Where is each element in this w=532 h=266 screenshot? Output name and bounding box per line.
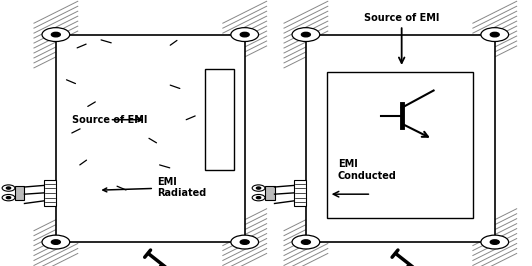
Circle shape <box>302 240 310 244</box>
Text: EMI
Radiated: EMI Radiated <box>103 177 206 198</box>
Bar <box>327 72 473 218</box>
Bar <box>44 180 56 206</box>
Bar <box>15 186 24 200</box>
Bar <box>265 186 275 200</box>
Bar <box>205 69 234 170</box>
Bar <box>34 23 78 46</box>
Bar <box>472 231 517 253</box>
Bar <box>222 23 267 46</box>
Text: Source of EMI: Source of EMI <box>72 115 147 125</box>
Circle shape <box>52 32 60 37</box>
Circle shape <box>42 28 70 41</box>
Circle shape <box>231 28 259 41</box>
Circle shape <box>240 240 249 244</box>
Circle shape <box>292 28 320 41</box>
Bar <box>284 23 328 46</box>
Circle shape <box>240 32 249 37</box>
Circle shape <box>302 32 310 37</box>
Circle shape <box>42 235 70 249</box>
Circle shape <box>252 185 265 191</box>
Circle shape <box>481 28 509 41</box>
Circle shape <box>252 194 265 201</box>
Bar <box>56 35 245 242</box>
Bar <box>306 35 495 242</box>
Circle shape <box>231 235 259 249</box>
Bar <box>284 231 328 253</box>
Bar <box>222 231 267 253</box>
Circle shape <box>256 187 261 189</box>
Circle shape <box>256 197 261 199</box>
Bar <box>34 231 78 253</box>
Text: EMI
Conducted: EMI Conducted <box>338 159 397 181</box>
Bar <box>294 180 306 206</box>
Bar <box>472 23 517 46</box>
Circle shape <box>6 197 11 199</box>
Circle shape <box>491 32 499 37</box>
Circle shape <box>491 240 499 244</box>
Circle shape <box>6 187 11 189</box>
Text: Source of EMI: Source of EMI <box>364 13 439 23</box>
Circle shape <box>481 235 509 249</box>
Circle shape <box>2 185 15 191</box>
Circle shape <box>52 240 60 244</box>
Circle shape <box>292 235 320 249</box>
Circle shape <box>2 194 15 201</box>
